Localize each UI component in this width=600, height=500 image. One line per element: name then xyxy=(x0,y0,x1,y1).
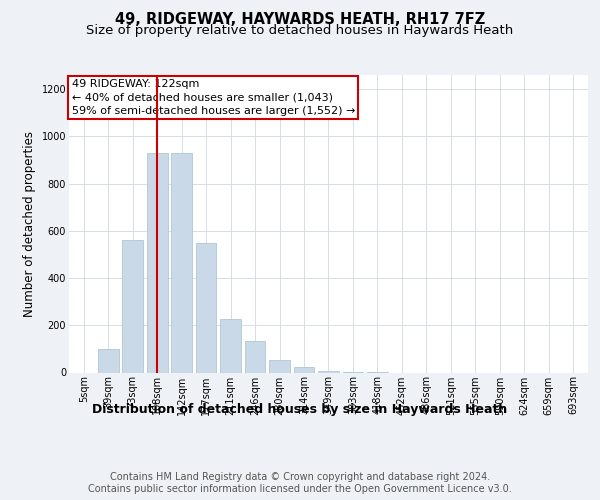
Bar xyxy=(171,153,192,372)
Bar xyxy=(245,340,265,372)
Bar xyxy=(269,360,290,372)
Bar xyxy=(147,153,167,372)
Text: Size of property relative to detached houses in Haywards Heath: Size of property relative to detached ho… xyxy=(86,24,514,37)
Bar xyxy=(220,320,241,372)
Bar xyxy=(196,242,217,372)
Text: Distribution of detached houses by size in Haywards Heath: Distribution of detached houses by size … xyxy=(92,402,508,415)
Y-axis label: Number of detached properties: Number of detached properties xyxy=(23,130,36,317)
Bar xyxy=(122,240,143,372)
Bar xyxy=(293,366,314,372)
Text: Contains HM Land Registry data © Crown copyright and database right 2024.: Contains HM Land Registry data © Crown c… xyxy=(110,472,490,482)
Text: 49, RIDGEWAY, HAYWARDS HEATH, RH17 7FZ: 49, RIDGEWAY, HAYWARDS HEATH, RH17 7FZ xyxy=(115,12,485,28)
Bar xyxy=(98,349,119,372)
Text: Contains public sector information licensed under the Open Government Licence v3: Contains public sector information licen… xyxy=(88,484,512,494)
Text: 49 RIDGEWAY: 122sqm
← 40% of detached houses are smaller (1,043)
59% of semi-det: 49 RIDGEWAY: 122sqm ← 40% of detached ho… xyxy=(71,80,355,116)
